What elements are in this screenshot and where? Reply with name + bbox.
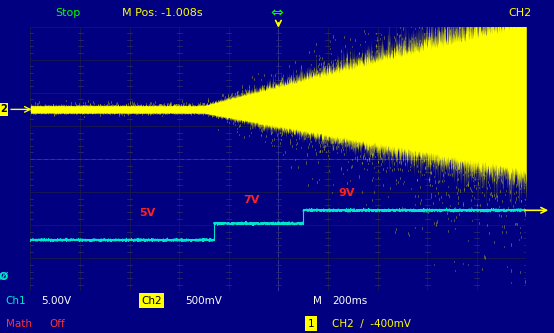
Text: 200ms: 200ms xyxy=(332,295,368,306)
Text: 1: 1 xyxy=(307,319,314,329)
Text: CH2  /  -400mV: CH2 / -400mV xyxy=(332,319,411,329)
Text: M Pos: -1.008s: M Pos: -1.008s xyxy=(122,8,203,18)
Text: 5.00V: 5.00V xyxy=(42,295,71,306)
Text: M: M xyxy=(313,295,322,306)
Text: 1: 1 xyxy=(1,272,6,281)
Text: 7V: 7V xyxy=(244,195,260,205)
Text: 5V: 5V xyxy=(140,208,156,218)
Text: Ch2: Ch2 xyxy=(141,295,162,306)
Text: Ø: Ø xyxy=(0,271,8,281)
Text: Ch1: Ch1 xyxy=(6,295,26,306)
Text: Off: Off xyxy=(50,319,65,329)
Text: 9V: 9V xyxy=(338,188,355,198)
Text: 500mV: 500mV xyxy=(186,295,223,306)
Text: Math: Math xyxy=(6,319,32,329)
Text: CH2: CH2 xyxy=(509,8,532,18)
Text: 2: 2 xyxy=(0,104,7,114)
Text: ⇔: ⇔ xyxy=(270,6,284,21)
Text: Stop: Stop xyxy=(55,8,81,18)
